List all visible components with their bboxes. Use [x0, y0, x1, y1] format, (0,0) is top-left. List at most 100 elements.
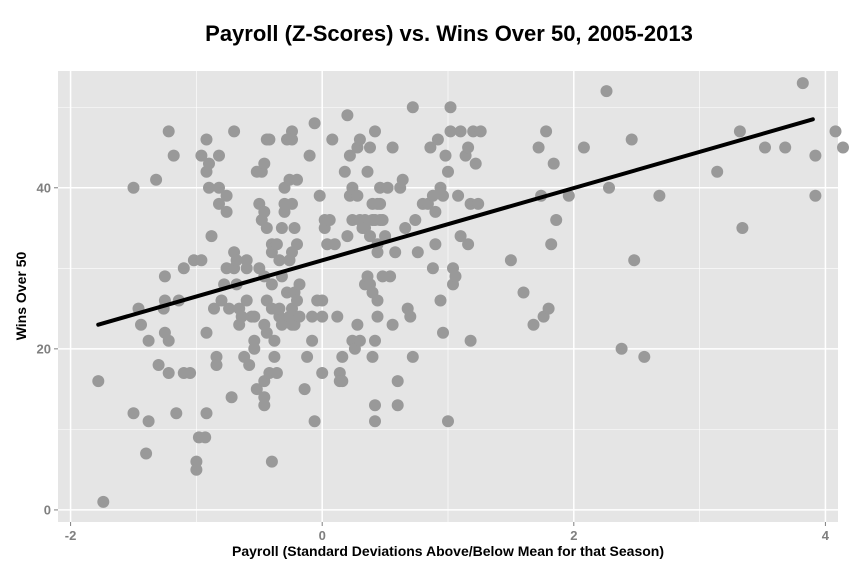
data-point: [190, 463, 203, 476]
data-point: [406, 350, 419, 363]
data-point: [386, 141, 399, 154]
data-point: [454, 230, 467, 243]
data-point: [411, 246, 424, 259]
data-point: [97, 495, 110, 508]
data-point: [258, 157, 271, 170]
x-axis-ticks: -2 0 2 4: [65, 522, 830, 543]
data-point: [384, 270, 397, 283]
data-point: [341, 109, 354, 122]
data-point: [223, 302, 236, 315]
data-point: [374, 197, 387, 210]
data-point: [203, 181, 215, 194]
data-point: [228, 125, 241, 138]
data-point: [577, 141, 590, 154]
data-point: [542, 302, 555, 315]
y-axis-label: Wins Over 50: [13, 252, 29, 341]
data-point: [142, 415, 155, 428]
data-point: [603, 181, 615, 194]
data-point: [293, 310, 306, 323]
data-point: [426, 262, 439, 275]
data-point: [326, 133, 339, 146]
data-point: [303, 149, 316, 162]
data-point: [273, 302, 286, 315]
chart-title: Payroll (Z-Scores) vs. Wins Over 50, 200…: [205, 21, 693, 46]
data-point: [215, 294, 228, 307]
data-point: [152, 359, 165, 371]
data-point: [391, 375, 404, 388]
data-point: [301, 350, 314, 363]
data-point: [615, 342, 628, 355]
data-point: [369, 125, 381, 138]
data-point: [203, 157, 215, 170]
data-point: [366, 350, 379, 363]
data-point: [369, 399, 381, 412]
data-point: [426, 189, 439, 202]
data-point: [142, 334, 155, 347]
data-point: [462, 238, 475, 251]
data-point: [291, 294, 303, 307]
data-point: [540, 125, 553, 138]
data-point: [278, 205, 291, 218]
data-point: [600, 85, 613, 98]
data-point: [809, 189, 822, 202]
data-point: [328, 238, 341, 251]
data-point: [210, 359, 223, 371]
data-point: [364, 230, 376, 243]
data-point: [474, 125, 487, 138]
data-point: [316, 367, 329, 379]
data-point: [638, 350, 651, 363]
data-point: [316, 310, 329, 323]
data-point: [341, 230, 354, 243]
data-point: [286, 197, 298, 210]
data-point: [158, 270, 171, 283]
data-point: [308, 415, 321, 428]
data-point: [532, 141, 545, 154]
data-point: [230, 254, 243, 267]
data-point: [439, 149, 452, 162]
data-point: [343, 149, 356, 162]
data-point: [371, 310, 384, 323]
data-point: [369, 334, 381, 347]
data-point: [796, 77, 809, 90]
data-point: [550, 214, 563, 226]
data-point: [562, 189, 575, 202]
data-point: [353, 334, 366, 347]
data-point: [258, 399, 271, 412]
data-point: [434, 294, 447, 307]
data-point: [381, 181, 394, 194]
data-point: [213, 181, 225, 194]
data-point: [517, 286, 530, 299]
y-axis-ticks: 0 20 40: [37, 180, 58, 517]
data-point: [472, 197, 485, 210]
data-point: [200, 326, 213, 339]
data-point: [213, 149, 225, 162]
data-point: [162, 367, 175, 379]
data-point: [135, 318, 147, 331]
data-point: [162, 334, 175, 347]
data-point: [429, 205, 442, 218]
data-point: [371, 246, 384, 259]
data-point: [92, 375, 105, 388]
data-point: [200, 407, 213, 420]
x-tick-label: 0: [319, 528, 326, 543]
data-point: [829, 125, 842, 138]
data-point: [545, 238, 558, 251]
data-point: [195, 254, 208, 267]
data-point: [779, 141, 792, 154]
data-point: [127, 407, 140, 420]
data-point: [260, 222, 273, 234]
data-point: [248, 310, 261, 323]
data-point: [353, 133, 366, 146]
data-point: [449, 270, 462, 283]
data-point: [258, 205, 271, 218]
data-point: [364, 141, 376, 154]
data-point: [225, 391, 238, 404]
data-point: [199, 431, 212, 444]
data-point: [240, 294, 253, 307]
data-point: [213, 197, 225, 210]
data-point: [200, 133, 213, 146]
data-point: [331, 310, 344, 323]
data-point: [371, 294, 384, 307]
data-point: [270, 238, 283, 251]
data-point: [442, 415, 454, 428]
